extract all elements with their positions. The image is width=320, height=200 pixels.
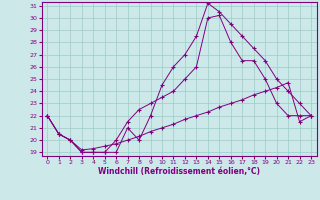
X-axis label: Windchill (Refroidissement éolien,°C): Windchill (Refroidissement éolien,°C) bbox=[98, 167, 260, 176]
